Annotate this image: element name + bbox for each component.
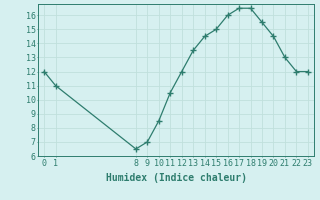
X-axis label: Humidex (Indice chaleur): Humidex (Indice chaleur) (106, 173, 246, 183)
